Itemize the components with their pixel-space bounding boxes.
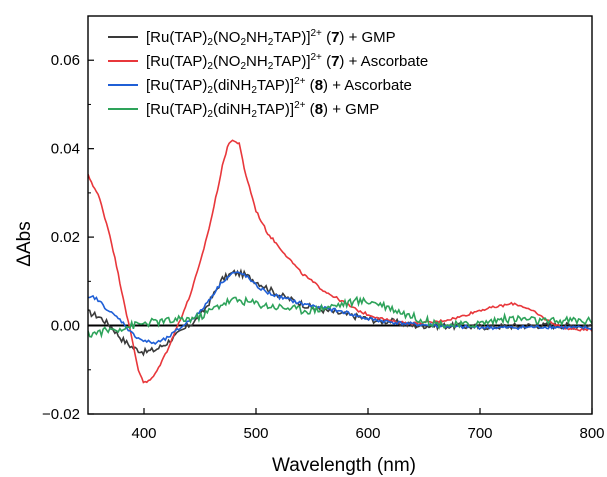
legend-label-part: NH: [246, 29, 268, 46]
legend-label-part: TAP)]: [273, 29, 310, 46]
x-axis-title: Wavelength (nm): [272, 455, 416, 476]
x-tick-label: 500: [243, 425, 268, 442]
plot-frame: [87, 15, 593, 415]
series-line: [88, 268, 592, 357]
legend-label-part: (: [306, 101, 315, 118]
series-line: [88, 271, 592, 345]
y-tick-label: 0.06: [51, 52, 80, 69]
legend-label-part: TAP)]: [273, 53, 310, 70]
axes: 400 500 600 700 800 −0.02 0.00 0.02 0.04 0.06: [42, 15, 605, 442]
legend-label-part: [Ru(TAP): [146, 29, 207, 46]
legend-label: [Ru(TAP)2(diNH2TAP)]2+ (8) + Ascorbate: [146, 76, 412, 96]
legend: [Ru(TAP)2(NO2NH2TAP)]2+ (7) + GMP[Ru(TAP…: [108, 28, 428, 120]
legend-label-part: 2+: [294, 100, 306, 111]
legend-label-part: 7: [331, 53, 339, 70]
legend-label-part: ) + GMP: [323, 101, 379, 118]
legend-label-part: 2: [207, 61, 213, 72]
legend-label-part: (: [322, 53, 331, 70]
legend-label-part: (diNH: [213, 77, 251, 94]
y-tick-label: 0.00: [51, 318, 80, 335]
legend-label-part: 2+: [294, 76, 306, 87]
legend-label-part: 2: [207, 85, 213, 96]
y-axis-title: ΔAbs: [14, 221, 35, 266]
x-tick-label: 600: [355, 425, 380, 442]
legend-label-part: 8: [315, 77, 323, 94]
legend-label-part: (: [322, 29, 331, 46]
legend-label-part: 2: [240, 61, 246, 72]
legend-label-part: 2: [268, 37, 274, 48]
legend-label-part: (NO: [213, 29, 241, 46]
y-tick-label: 0.04: [51, 141, 80, 158]
legend-label-part: 2: [251, 109, 257, 120]
y-tick-label: −0.02: [42, 406, 80, 423]
legend-label: [Ru(TAP)2(NO2NH2TAP)]2+ (7) + GMP: [146, 28, 396, 48]
legend-label-part: ) + Ascorbate: [339, 53, 428, 70]
legend-label-part: ) + Ascorbate: [323, 77, 412, 94]
legend-label-part: TAP)]: [257, 101, 294, 118]
legend-label-part: [Ru(TAP): [146, 101, 207, 118]
legend-label-part: 2: [251, 85, 257, 96]
legend-label-part: TAP)]: [257, 77, 294, 94]
legend-label-part: 8: [315, 101, 323, 118]
x-tick-label: 400: [131, 425, 156, 442]
legend-label-part: 2: [207, 109, 213, 120]
legend-label-part: [Ru(TAP): [146, 77, 207, 94]
legend-label-part: (NO: [213, 53, 241, 70]
legend-label-part: 2+: [311, 28, 323, 39]
legend-label-part: NH: [246, 53, 268, 70]
series-line: [88, 295, 592, 339]
legend-label-part: (diNH: [213, 101, 251, 118]
legend-label-part: 2+: [311, 52, 323, 63]
legend-label-part: 2: [268, 61, 274, 72]
legend-label-part: 2: [207, 37, 213, 48]
legend-label-part: ) + GMP: [339, 29, 395, 46]
y-tick-label: 0.02: [51, 229, 80, 246]
series-line: [88, 139, 592, 384]
legend-label: [Ru(TAP)2(diNH2TAP)]2+ (8) + GMP: [146, 100, 379, 120]
legend-label-part: [Ru(TAP): [146, 53, 207, 70]
legend-label-part: 7: [331, 29, 339, 46]
legend-label-part: 2: [240, 37, 246, 48]
x-tick-label: 700: [467, 425, 492, 442]
legend-label-part: (: [306, 77, 315, 94]
plot-area: [88, 139, 592, 384]
legend-label: [Ru(TAP)2(NO2NH2TAP)]2+ (7) + Ascorbate: [146, 52, 428, 72]
x-tick-label: 800: [579, 425, 604, 442]
